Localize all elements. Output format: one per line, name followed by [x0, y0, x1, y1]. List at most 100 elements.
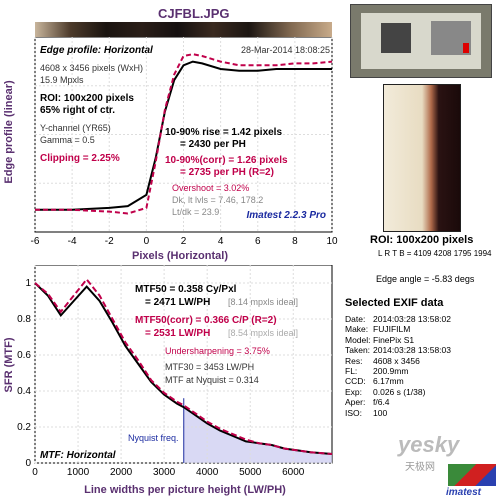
- ltdk-text: Lt/dk = 23.9: [172, 207, 219, 217]
- bottom-xtick-label: 5000: [239, 467, 262, 478]
- bottom-xticks: 0 1000 2000 3000 4000 5000 6000: [32, 467, 305, 478]
- exif-key: Exp:: [345, 386, 363, 397]
- info-line-2: 15.9 Mpxls: [40, 75, 84, 85]
- mtf-label: MTF: Horizontal: [40, 450, 116, 461]
- roi-title: ROI: 100x200 pixels: [370, 234, 474, 246]
- mtf50d-text: = 2531 LW/PH: [145, 328, 210, 339]
- exif-key: CCD:: [345, 376, 366, 387]
- bottom-ytick-label: 0.4: [17, 386, 31, 397]
- exif-key: Model:: [345, 334, 371, 345]
- corr-line-1: 10-90%(corr) = 1.26 pixels: [165, 155, 288, 166]
- top-xtick-label: 8: [292, 236, 298, 247]
- exif-row: ISO: 100: [345, 408, 451, 418]
- top-ylabel: Edge profile (linear): [3, 80, 15, 184]
- top-header-left: Edge profile: Horizontal: [40, 45, 153, 56]
- roi-line-1: ROI: 100x200 pixels: [40, 93, 134, 104]
- top-header-right: 28-Mar-2014 18:08:25: [241, 45, 330, 55]
- dk-text: Dk, lt lvls = 7.46, 178.2: [172, 195, 263, 205]
- exif-row: Date: 2014:03:28 13:58:02: [345, 314, 451, 324]
- test-chart-thumbnail: [350, 4, 492, 78]
- watermark-logo: yesky: [398, 432, 460, 457]
- exif-key: Aper:: [345, 397, 366, 408]
- top-xtick-label: -4: [68, 236, 77, 247]
- corr-line-2: = 2735 per PH (R=2): [180, 167, 274, 178]
- mtf50b-ideal: [8.14 mpxls ideal]: [228, 297, 298, 307]
- top-grid: [34, 37, 333, 232]
- imatest-logo-text: imatest: [446, 487, 482, 498]
- mtf-series-red: [34, 277, 333, 455]
- bottom-ytick-label: 0.6: [17, 350, 31, 361]
- brand-text: Imatest 2.2.3 Pro: [247, 210, 326, 221]
- rise-line-2: = 2430 per PH: [180, 139, 246, 150]
- exif-row: CCD: 6.17mm: [345, 376, 451, 386]
- edge-angle: Edge angle = -5.83 degs: [376, 274, 475, 284]
- top-xticks: -6 -4 -2 0 2 4 6 8 10: [31, 236, 338, 247]
- exif-value: FUJIFILM: [373, 324, 411, 335]
- bottom-xtick-label: 6000: [282, 467, 305, 478]
- nyquist-label: Nyquist freq.: [128, 433, 179, 443]
- exif-value: 2014:03:28 13:58:03: [373, 345, 451, 356]
- exif-row: Res: 4608 x 3456: [345, 356, 451, 366]
- nyquist-region: [183, 407, 332, 463]
- bottom-yticks: 0 0.2 0.4 0.6 0.8 1: [17, 278, 31, 469]
- bottom-xlabel: Line widths per picture height (LW/PH): [84, 484, 286, 496]
- bottom-ytick-label: 0.8: [17, 314, 31, 325]
- exif-row: Aper: f/6.4: [345, 397, 451, 407]
- top-xtick-label: 10: [326, 236, 338, 247]
- top-xtick-label: 6: [255, 236, 261, 247]
- exif-value: 6.17mm: [373, 376, 404, 387]
- edge-strip: [35, 22, 332, 37]
- exif-key: Date:: [345, 314, 366, 324]
- overshoot-text: Overshoot = 3.02%: [172, 183, 249, 193]
- bottom-ytick-label: 0: [25, 458, 31, 469]
- exif-key: Make:: [345, 324, 369, 335]
- top-series-red: [35, 53, 333, 215]
- top-xtick-label: -2: [105, 236, 114, 247]
- imatest-logo: [448, 464, 496, 486]
- exif-value: FinePix S1: [373, 334, 415, 345]
- top-xlabel: Pixels (Horizontal): [132, 250, 228, 262]
- bottom-ylabel: SFR (MTF): [3, 337, 15, 392]
- exif-key: ISO:: [345, 407, 363, 418]
- mtf30-text: MTF30 = 3453 LW/PH: [165, 362, 254, 372]
- exif-value: f/6.4: [373, 397, 390, 408]
- top-xtick-label: -6: [31, 236, 40, 247]
- top-xtick-label: 2: [181, 236, 187, 247]
- clipping-text: Clipping = 2.25%: [40, 153, 120, 164]
- edge-profile-chart: Edge profile (linear) Pixels (Horizontal…: [3, 37, 338, 262]
- exif-value: 2014:03:28 13:58:02: [373, 314, 451, 324]
- exif-row: Make: FUJIFILM: [345, 324, 451, 334]
- exif-value: 4608 x 3456: [373, 355, 420, 366]
- exif-key: Res:: [345, 355, 363, 366]
- bottom-xtick-label: 1000: [67, 467, 90, 478]
- exif-list: Date: 2014:03:28 13:58:02 Make: FUJIFILM Mod…: [345, 314, 451, 418]
- nyq-text: MTF at Nyquist = 0.314: [165, 375, 259, 385]
- mtf-chart: SFR (MTF) Line widths per picture height…: [3, 265, 333, 496]
- exif-row: Taken: 2014:03:28 13:58:03: [345, 345, 451, 355]
- exif-row: FL: 200.9mm: [345, 366, 451, 376]
- bottom-xtick-label: 0: [32, 467, 38, 478]
- mtf-series-black: [34, 282, 333, 455]
- top-xtick-label: 4: [218, 236, 224, 247]
- exif-value: 100: [373, 407, 388, 418]
- mtf50-text: MTF50 = 0.358 Cy/Pxl: [135, 284, 237, 295]
- roi-lrtb: L R T B = 4109 4208 1795 1994: [378, 249, 492, 258]
- bottom-xtick-label: 2000: [110, 467, 133, 478]
- exif-row: Exp: 0.026 s (1/38): [345, 387, 451, 397]
- channel-line-1: Y-channel (YR65): [40, 123, 111, 133]
- roi-image: [383, 84, 461, 232]
- exif-key: Taken:: [345, 345, 371, 356]
- bottom-xtick-label: 3000: [153, 467, 176, 478]
- roi-line-2: 65% right of ctr.: [40, 105, 115, 116]
- exif-key: FL:: [345, 366, 358, 377]
- bottom-xtick-label: 4000: [196, 467, 219, 478]
- exif-value: 200.9mm: [373, 366, 409, 377]
- mtf50d-ideal: [8.54 mpxls ideal]: [228, 328, 298, 338]
- mtf50c-text: MTF50(corr) = 0.366 C/P (R=2): [135, 315, 277, 326]
- exif-value: 0.026 s (1/38): [373, 386, 426, 397]
- info-line-1: 4608 x 3456 pixels (WxH): [40, 63, 143, 73]
- image-title: CJFBL.JPG: [158, 6, 230, 21]
- exif-row: Model: FinePix S1: [345, 335, 451, 345]
- bottom-ytick-label: 0.2: [17, 422, 31, 433]
- watermark-text: 天极网: [405, 462, 435, 473]
